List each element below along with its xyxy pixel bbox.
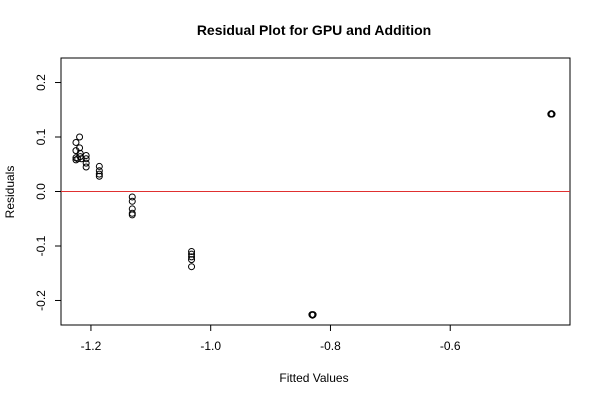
data-point [128,197,136,205]
y-tick-label: 0.0 [34,183,48,200]
data-point [188,256,196,264]
chart-title: Residual Plot for GPU and Addition [197,22,431,38]
y-axis: -0.2 -0.1 0.0 0.1 0.2 [34,74,61,311]
data-point [76,144,84,152]
data-point [95,167,103,175]
y-axis-label: Residuals [3,166,17,219]
data-point [188,247,196,255]
data-point [188,263,196,271]
data-point [76,133,84,141]
data-point [547,110,555,118]
x-tick-label: -1.2 [81,339,102,353]
data-point [82,163,90,171]
data-point [188,253,196,261]
data-point [77,155,85,163]
data-point [548,110,556,118]
data-point [82,152,90,160]
x-tick-label: -0.6 [440,339,461,353]
x-axis-label: Fitted Values [279,371,348,385]
y-tick-label: 0.2 [34,74,48,91]
data-point [72,138,80,146]
data-point [188,250,196,258]
data-point [128,193,136,201]
x-tick-label: -1.0 [200,339,221,353]
y-tick-label: -0.1 [34,235,48,256]
data-point [82,155,90,163]
data-point [309,311,317,319]
x-tick-label: -0.8 [320,339,341,353]
data-point [95,162,103,170]
data-point [82,159,90,167]
data-point [95,170,103,178]
y-tick-label: 0.1 [34,128,48,145]
x-axis: -1.2 -1.0 -0.8 -0.6 [81,325,461,353]
data-point [309,311,317,319]
data-point [128,211,136,219]
y-tick-label: -0.2 [34,290,48,311]
data-points [72,110,556,319]
data-point [95,172,103,180]
